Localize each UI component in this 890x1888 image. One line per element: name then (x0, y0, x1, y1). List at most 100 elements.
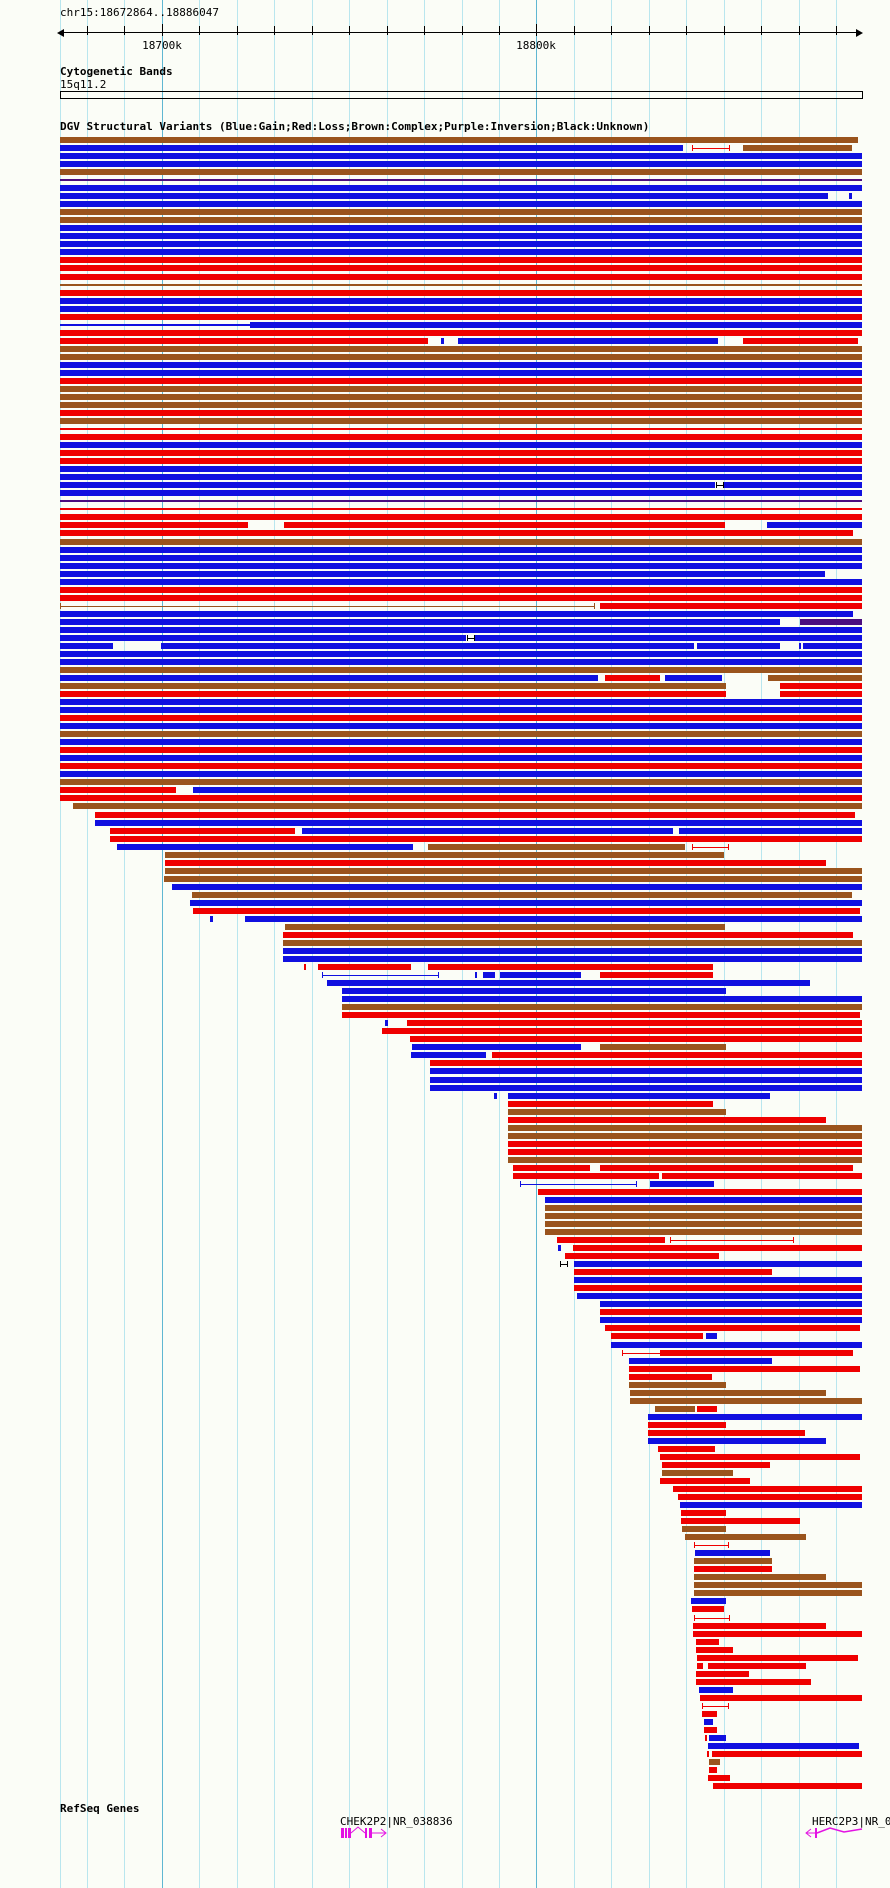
dgv-variant-bar[interactable] (73, 803, 862, 809)
dgv-variant-line[interactable] (60, 324, 250, 326)
dgv-variant-bar[interactable] (557, 1237, 665, 1243)
dgv-variant-bar[interactable] (658, 1446, 715, 1452)
dgv-variant-bar[interactable] (172, 884, 862, 890)
dgv-variant-bar[interactable] (165, 868, 862, 874)
dgv-variant-bar[interactable] (60, 619, 780, 625)
dgv-variant-bar[interactable] (60, 354, 862, 360)
dgv-variant-bar[interactable] (706, 1333, 717, 1339)
dgv-variant-bar[interactable] (678, 1494, 862, 1500)
dgv-variant-bar[interactable] (600, 603, 862, 609)
dgv-variant-bar[interactable] (709, 1735, 726, 1741)
dgv-variant-bar[interactable] (768, 675, 862, 681)
dgv-variant-bar[interactable] (704, 1719, 713, 1725)
dgv-variant-bar[interactable] (60, 699, 862, 705)
dgv-variant-bar[interactable] (60, 627, 862, 633)
dgv-variant-bar[interactable] (407, 1020, 862, 1026)
dgv-variant-bar[interactable] (574, 1277, 862, 1283)
dgv-variant-interval[interactable] (692, 145, 730, 151)
dgv-variant-bar[interactable] (508, 1149, 862, 1155)
dgv-variant-bar[interactable] (60, 579, 862, 585)
dgv-variant-bar[interactable] (60, 434, 862, 440)
dgv-variant-bar[interactable] (60, 779, 862, 785)
dgv-variant-interval[interactable] (322, 972, 439, 978)
dgv-variant-tick[interactable] (304, 964, 306, 970)
dgv-variant-bar[interactable] (164, 876, 862, 882)
dgv-variant-bar[interactable] (60, 290, 862, 296)
dgv-variant-interval[interactable] (60, 603, 595, 609)
dgv-variant-bar[interactable] (508, 1125, 862, 1131)
dgv-variant-bar[interactable] (545, 1221, 862, 1227)
dgv-variant-bar[interactable] (283, 956, 862, 962)
dgv-variant-interval[interactable] (692, 844, 729, 850)
dgv-variant-bar[interactable] (704, 1727, 717, 1733)
dgv-variant-bar[interactable] (60, 410, 862, 416)
dgv-variant-bar[interactable] (60, 715, 862, 721)
dgv-variant-bar[interactable] (800, 619, 862, 625)
dgv-variant-bar[interactable] (60, 442, 862, 448)
dgv-variant-tick[interactable] (475, 972, 477, 978)
dgv-variant-bar[interactable] (193, 908, 860, 914)
dgv-variant-line[interactable] (60, 284, 862, 286)
dgv-variant-bar[interactable] (697, 1655, 858, 1661)
dgv-variant-tick[interactable] (849, 193, 852, 199)
dgv-variant-bar[interactable] (508, 1117, 826, 1123)
dgv-variant-bar[interactable] (60, 386, 862, 392)
dgv-variant-bar[interactable] (565, 1253, 719, 1259)
dgv-variant-bar[interactable] (60, 539, 862, 545)
dgv-variant-bar[interactable] (302, 828, 673, 834)
dgv-variant-bar[interactable] (193, 787, 862, 793)
dgv-variant-bar[interactable] (483, 972, 495, 978)
dgv-variant-bar[interactable] (60, 450, 862, 456)
dgv-variant-bar[interactable] (629, 1358, 772, 1364)
dgv-variant-bar[interactable] (694, 1574, 826, 1580)
dgv-variant-bar[interactable] (60, 314, 862, 320)
dgv-variant-bar[interactable] (60, 274, 862, 280)
dgv-variant-bar[interactable] (60, 153, 862, 159)
dgv-variant-bar[interactable] (284, 522, 725, 528)
dgv-variant-bar[interactable] (679, 828, 862, 834)
dgv-variant-bar[interactable] (60, 731, 862, 737)
dgv-variant-bar[interactable] (110, 828, 295, 834)
dgv-variant-bar[interactable] (691, 1598, 726, 1604)
gene-label-chek2p2[interactable]: CHEK2P2|NR_038836 (340, 1815, 453, 1828)
dgv-variant-bar[interactable] (681, 1510, 726, 1516)
dgv-variant-bar[interactable] (60, 257, 862, 263)
dgv-variant-bar[interactable] (60, 555, 862, 561)
dgv-variant-bar[interactable] (95, 812, 855, 818)
dgv-variant-bar[interactable] (60, 370, 862, 376)
dgv-variant-tick[interactable] (210, 916, 213, 922)
dgv-variant-bar[interactable] (410, 1036, 862, 1042)
dgv-variant-bar[interactable] (660, 1478, 750, 1484)
dgv-variant-bar[interactable] (508, 1141, 862, 1147)
dgv-variant-bar[interactable] (648, 1438, 826, 1444)
dgv-variant-interval[interactable] (702, 1703, 729, 1709)
dgv-variant-bar[interactable] (342, 988, 726, 994)
dgv-variant-bar[interactable] (283, 940, 862, 946)
dgv-variant-bar[interactable] (508, 1109, 726, 1115)
dgv-variant-bar[interactable] (708, 1743, 859, 1749)
dgv-variant-bar[interactable] (60, 707, 862, 713)
dgv-variant-bar[interactable] (574, 1261, 862, 1267)
dgv-variant-bar[interactable] (60, 667, 862, 673)
dgv-variant-bar[interactable] (60, 217, 862, 223)
dgv-variant-bar[interactable] (161, 643, 694, 649)
dgv-variant-bar[interactable] (685, 1534, 806, 1540)
dgv-variant-bar[interactable] (699, 1687, 733, 1693)
dgv-variant-bar[interactable] (611, 1342, 862, 1348)
dgv-variant-bar[interactable] (60, 739, 862, 745)
dgv-variant-bar[interactable] (694, 1566, 772, 1572)
dgv-variant-bar[interactable] (318, 964, 411, 970)
dgv-variant-tick[interactable] (385, 1020, 388, 1026)
dgv-variant-bar[interactable] (412, 1044, 581, 1050)
dgv-variant-bar[interactable] (165, 852, 724, 858)
dgv-variant-bar[interactable] (283, 948, 862, 954)
dgv-variant-tick[interactable] (494, 1093, 497, 1099)
dgv-variant-bar[interactable] (538, 1189, 862, 1195)
dgv-variant-interval[interactable] (467, 635, 475, 641)
dgv-variant-bar[interactable] (508, 1093, 770, 1099)
dgv-variant-bar[interactable] (430, 1077, 862, 1083)
dgv-variant-bar[interactable] (492, 1052, 862, 1058)
dgv-variant-bar[interactable] (743, 338, 858, 344)
dgv-variant-bar[interactable] (60, 771, 862, 777)
dgv-variant-bar[interactable] (117, 844, 413, 850)
